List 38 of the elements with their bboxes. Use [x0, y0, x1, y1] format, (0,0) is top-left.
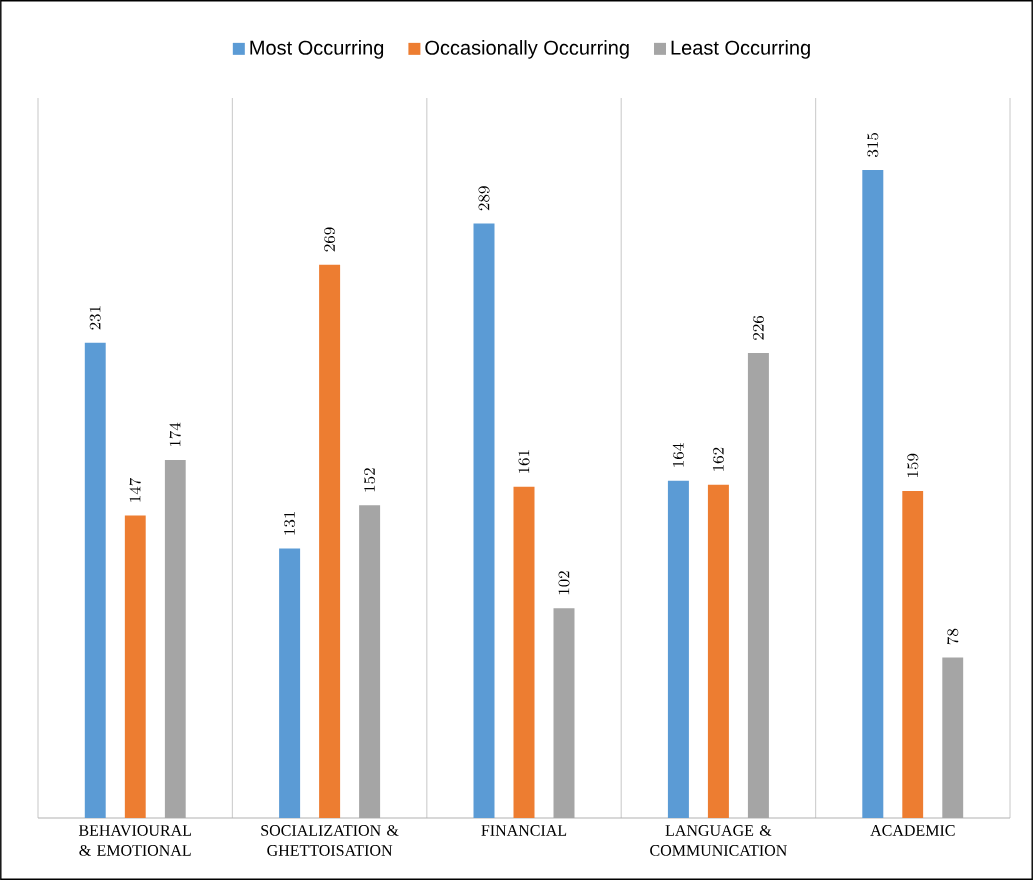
- data-label: 152: [364, 468, 376, 492]
- data-label: 162: [712, 447, 724, 471]
- bar: [707, 484, 729, 818]
- data-label: 289: [478, 186, 490, 211]
- legend-label: Occasionally Occurring: [425, 40, 629, 59]
- data-label: 159: [907, 453, 919, 477]
- bar: [279, 548, 301, 818]
- x-tick-label: FINANCIAL: [481, 825, 567, 836]
- legend-label: Most Occurring: [250, 40, 384, 59]
- bar: [747, 353, 769, 818]
- bar: [942, 657, 964, 818]
- data-label: 174: [169, 422, 181, 447]
- bar: [473, 223, 495, 818]
- data-label: 315: [867, 132, 879, 157]
- data-label: 102: [558, 571, 570, 595]
- bar: [667, 480, 689, 818]
- data-label: 226: [752, 315, 764, 340]
- data-label: 161: [518, 450, 530, 473]
- legend-label: Least Occurring: [671, 40, 810, 59]
- x-tick-label: SOCIALIZATION & GHETTOISATION: [261, 825, 399, 856]
- bar: [164, 460, 186, 818]
- bar: [902, 490, 924, 818]
- bar: [553, 608, 575, 818]
- x-tick-label: LANGUAGE & COMMUNICATION: [650, 825, 787, 856]
- bar: [319, 264, 341, 818]
- data-label: 131: [284, 511, 296, 535]
- data-label: 164: [672, 443, 684, 467]
- bar: [124, 515, 146, 818]
- bar: [84, 342, 106, 818]
- bar: [359, 505, 381, 818]
- bar: [862, 170, 884, 818]
- x-tick-label: ACADEMIC: [870, 825, 955, 836]
- data-label: 231: [89, 306, 101, 330]
- bar: [513, 486, 535, 818]
- data-label: 147: [129, 477, 141, 502]
- data-label: 78: [947, 628, 959, 645]
- x-tick-label: BEHAVIOURAL & EMOTIONAL: [78, 825, 191, 856]
- data-label: 269: [324, 227, 336, 252]
